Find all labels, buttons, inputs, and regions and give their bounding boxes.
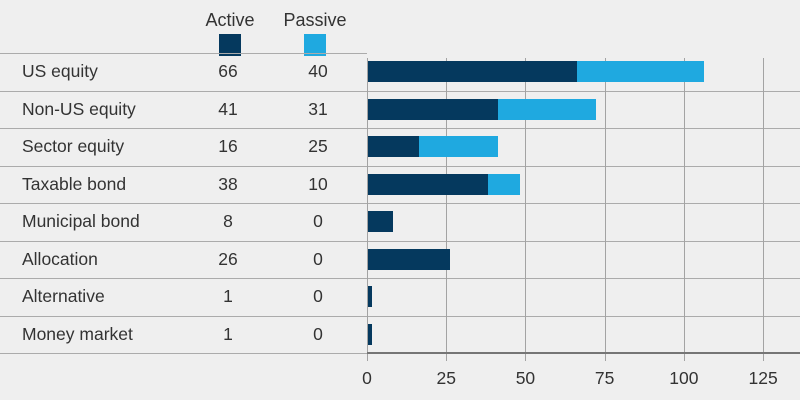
active-value: 16 bbox=[218, 136, 238, 156]
category-label: Sector equity bbox=[22, 136, 125, 156]
row-separator bbox=[0, 165, 800, 167]
active-value: 41 bbox=[218, 98, 238, 119]
x-axis-line bbox=[367, 352, 800, 354]
bar-passive-segment bbox=[418, 136, 498, 158]
category-label: Allocation bbox=[22, 248, 98, 269]
x-tick-label: 100 bbox=[669, 368, 699, 388]
passive-value: 40 bbox=[308, 61, 328, 81]
active-value: 1 bbox=[223, 323, 233, 344]
x-tick-label: 0 bbox=[362, 368, 372, 388]
active-value: 1 bbox=[223, 286, 233, 306]
gridline bbox=[683, 58, 685, 361]
gridline bbox=[367, 58, 368, 361]
bar-active-segment bbox=[368, 98, 498, 120]
legend-item-passive: Passive bbox=[270, 8, 360, 56]
legend-label-passive: Passive bbox=[283, 10, 347, 30]
active-value: 26 bbox=[218, 248, 238, 269]
gridline bbox=[525, 58, 527, 361]
x-tick-label: 75 bbox=[594, 368, 615, 388]
row-separator bbox=[0, 315, 800, 317]
passive-value: 0 bbox=[313, 248, 323, 269]
active-value: 8 bbox=[223, 211, 233, 231]
bar-passive-segment bbox=[577, 61, 704, 83]
category-label: Alternative bbox=[22, 286, 105, 306]
bar-active-segment bbox=[368, 173, 489, 195]
row-separator bbox=[0, 90, 800, 92]
passive-value: 0 bbox=[313, 286, 323, 306]
gridline bbox=[763, 58, 765, 361]
legend-item-active: Active bbox=[185, 8, 275, 56]
category-label: Non-US equity bbox=[22, 98, 136, 119]
passive-value: 0 bbox=[313, 211, 323, 231]
bar-active-segment bbox=[368, 136, 419, 158]
category-label: US equity bbox=[22, 61, 98, 81]
bar-active-segment bbox=[368, 323, 372, 345]
active-value: 66 bbox=[218, 61, 238, 81]
legend-swatch-active bbox=[219, 34, 241, 56]
row-separator bbox=[0, 240, 800, 242]
legend-swatch-passive bbox=[304, 34, 326, 56]
category-label: Taxable bond bbox=[22, 173, 127, 194]
bar-active-segment bbox=[368, 248, 451, 270]
passive-value: 0 bbox=[313, 323, 323, 344]
bar-passive-segment bbox=[497, 98, 597, 120]
passive-value: 10 bbox=[308, 173, 328, 194]
row-separator bbox=[0, 128, 800, 129]
category-label: Municipal bond bbox=[22, 211, 140, 231]
row-separator bbox=[0, 203, 800, 204]
row-separator bbox=[0, 278, 800, 279]
bar-active-segment bbox=[368, 61, 578, 83]
gridline bbox=[446, 58, 448, 361]
gridline bbox=[604, 58, 606, 361]
category-label: Money market bbox=[22, 323, 133, 344]
row-separator bbox=[0, 53, 367, 54]
active-value: 38 bbox=[218, 173, 238, 194]
x-tick-label: 125 bbox=[748, 368, 778, 388]
bar-active-segment bbox=[368, 211, 394, 233]
passive-value: 25 bbox=[308, 136, 328, 156]
x-tick-label: 25 bbox=[436, 368, 456, 388]
passive-value: 31 bbox=[308, 98, 328, 119]
x-tick-label: 50 bbox=[515, 368, 536, 388]
bar-active-segment bbox=[368, 286, 372, 308]
bar-passive-segment bbox=[488, 173, 521, 195]
legend-label-active: Active bbox=[205, 10, 255, 30]
